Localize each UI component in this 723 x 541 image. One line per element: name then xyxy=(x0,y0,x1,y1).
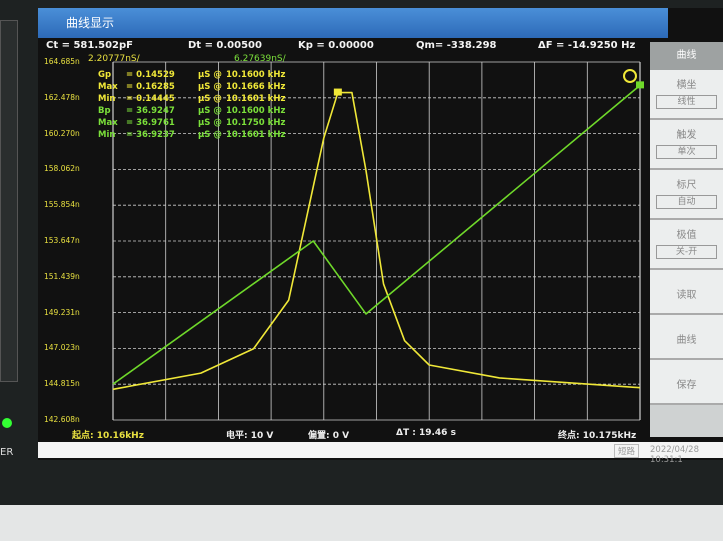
sidebar-item-x-axis[interactable]: 横坐 线性 xyxy=(650,70,723,120)
y-tick-label: 151.439n xyxy=(44,271,80,281)
bias: 偏置: 0 V xyxy=(308,431,350,441)
unit: μS @ xyxy=(198,130,222,140)
value: = 0.14445 xyxy=(126,94,175,104)
curve-button[interactable]: 曲线 xyxy=(650,315,723,360)
qm-value: Qm= -338.298 xyxy=(416,40,497,51)
dt-value: Dt = 0.00500 xyxy=(188,40,262,51)
freq: 10.1666 kHz xyxy=(226,82,286,92)
gp-min-readout: Min = 0.14445 μS @ 10.1601 kHz xyxy=(98,94,285,104)
freq: 10.1601 kHz xyxy=(226,130,286,140)
value: 自动 xyxy=(656,195,717,209)
sidebar-item-scale[interactable]: 标尺 自动 xyxy=(650,170,723,220)
power-led xyxy=(2,418,12,428)
save-button[interactable]: 保存 xyxy=(650,360,723,405)
value: = 36.9761 xyxy=(126,118,175,128)
value: 线性 xyxy=(656,95,717,109)
freq: 10.1600 kHz xyxy=(226,106,286,116)
label: Max xyxy=(98,118,118,128)
label: Gp xyxy=(98,70,112,80)
value: = 0.16285 xyxy=(126,82,175,92)
marker-gp xyxy=(333,88,342,96)
y-tick-label: 160.270n xyxy=(44,128,80,138)
unit: μS @ xyxy=(198,118,222,128)
value: = 36.9247 xyxy=(126,106,175,116)
label: 触发 xyxy=(676,130,697,141)
label: 标尺 xyxy=(676,180,697,191)
unit: μS @ xyxy=(198,82,222,92)
y-tick-label: 142.608n xyxy=(44,415,80,424)
y-tick-label: 162.478n xyxy=(44,92,80,102)
left-scale: 2.20777nS/ xyxy=(88,54,140,64)
marker-bp xyxy=(636,81,644,89)
freq: 10.1750 kHz xyxy=(226,118,286,128)
label: Min xyxy=(98,94,116,104)
y-tick-label: 144.815n xyxy=(44,379,80,389)
freq: 10.1600 kHz xyxy=(226,70,286,80)
bp-min-readout: Min = 36.9237 μS @ 10.1601 kHz xyxy=(98,130,285,140)
y-tick-label: 149.231n xyxy=(44,307,80,317)
value: 关-开 xyxy=(656,245,717,259)
sidebar: 曲线 横坐线性 触发单次 标尺自动 极值关-开 读取 曲线 保存 xyxy=(650,42,723,437)
mode-badge: 短路 xyxy=(614,444,640,458)
sidebar-item-trigger[interactable]: 触发 单次 xyxy=(650,120,723,170)
right-scale: 6.27639nS/ xyxy=(234,54,286,64)
read-button[interactable]: 读取 xyxy=(650,270,723,315)
sidebar-item-extreme[interactable]: 极值关-开 xyxy=(650,220,723,270)
series-bp xyxy=(112,84,641,385)
bp-max-readout: Max = 36.9761 μS @ 10.1750 kHz xyxy=(98,118,285,128)
instrument-bezel: ER 曲线显示 Ct = 581.502pF Dt = 0.00500 Kp =… xyxy=(0,0,723,505)
label: 横坐 xyxy=(676,80,697,91)
desk xyxy=(0,505,723,541)
refresh-icon xyxy=(623,69,637,83)
label: Min xyxy=(98,130,116,140)
gp-max-readout: Max = 0.16285 μS @ 10.1666 kHz xyxy=(98,82,285,92)
bezel-label: ER xyxy=(0,447,14,458)
y-tick-label: 158.062n xyxy=(44,164,80,174)
label: Bp xyxy=(98,106,111,116)
y-tick-label: 153.647n xyxy=(44,236,80,245)
chart xyxy=(112,61,644,421)
start-freq: 起点: 10.16kHz xyxy=(72,431,144,441)
unit: μS @ xyxy=(198,94,222,104)
bp-readout: Bp = 36.9247 μS @ 10.1600 kHz xyxy=(98,106,285,116)
y-tick-label: 164.685n xyxy=(44,57,80,66)
level: 电平: 10 V xyxy=(226,431,274,441)
sidebar-header: 曲线 xyxy=(650,42,723,70)
value: = 0.14529 xyxy=(126,70,175,80)
label: Max xyxy=(98,82,118,92)
y-tick-label: 155.854n xyxy=(44,200,80,210)
datetime: 2022/04/28 10:31:1 xyxy=(650,445,699,465)
ct-value: Ct = 581.502pF xyxy=(46,40,133,51)
unit: μS @ xyxy=(198,70,222,80)
window-title: 曲线显示 xyxy=(38,8,668,38)
end-freq: 终点: 10.175kHz xyxy=(558,431,637,441)
side-panel xyxy=(0,20,18,382)
label: 极值 xyxy=(676,230,697,241)
unit: μS @ xyxy=(198,106,222,116)
value: = 36.9237 xyxy=(126,130,175,140)
screen: 曲线显示 Ct = 581.502pF Dt = 0.00500 Kp = 0.… xyxy=(38,8,723,465)
param-row: Ct = 581.502pF Dt = 0.00500 Kp = 0.00000… xyxy=(38,40,668,54)
kp-value: Kp = 0.00000 xyxy=(298,40,374,51)
value: 单次 xyxy=(656,145,717,159)
status-bar: 短路 2022/04/28 10:31:1 xyxy=(38,442,723,465)
series-gp xyxy=(112,91,641,391)
y-tick-label: 147.023n xyxy=(44,343,80,353)
delta-t: ΔT : 19.46 s xyxy=(396,428,456,438)
gp-readout: Gp = 0.14529 μS @ 10.1600 kHz xyxy=(98,70,285,80)
freq: 10.1601 kHz xyxy=(226,94,286,104)
df-value: ΔF = -14.9250 Hz xyxy=(538,40,636,51)
